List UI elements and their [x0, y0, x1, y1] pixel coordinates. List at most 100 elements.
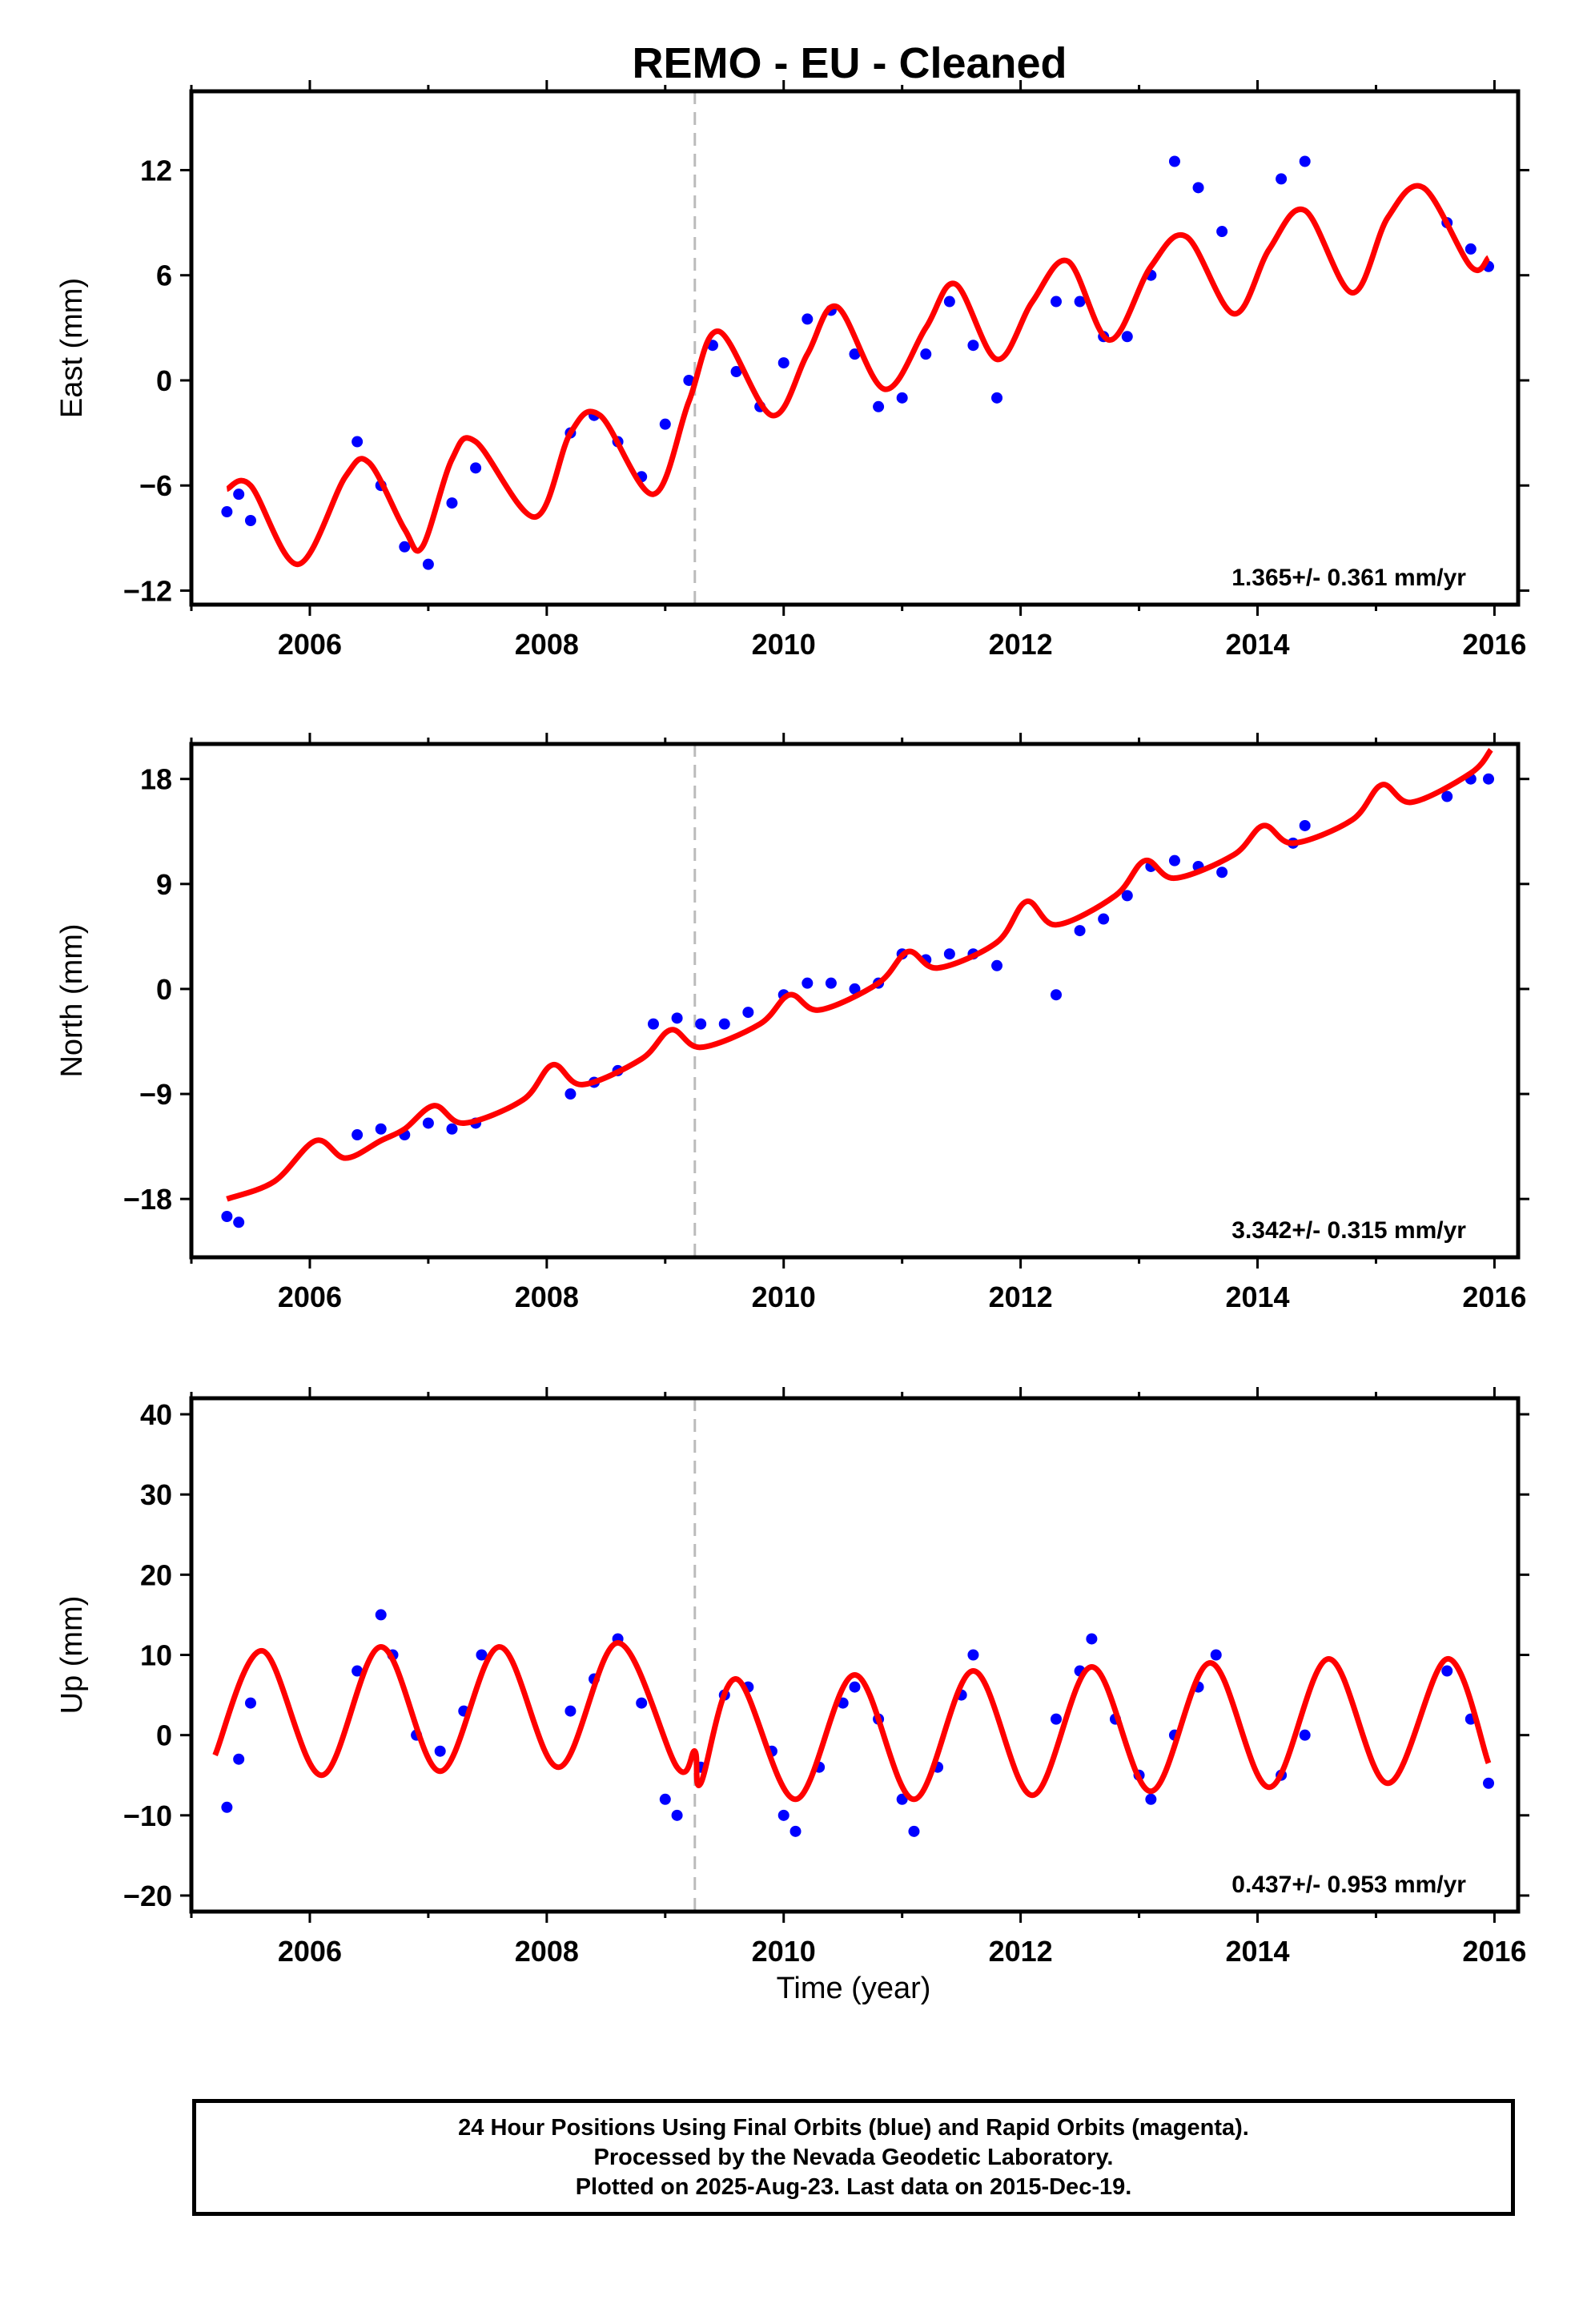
x-tick-label: 2016 — [1462, 1281, 1526, 1313]
rate-label: 3.342+/- 0.315 mm/yr — [1231, 1217, 1466, 1244]
data-point — [564, 1705, 577, 1717]
data-point — [375, 1123, 387, 1135]
data-point — [849, 348, 861, 360]
footer-line-2: Processed by the Nevada Geodetic Laborat… — [593, 2144, 1114, 2170]
data-point — [1051, 989, 1063, 1001]
y-axis-label: Up (mm) — [55, 1596, 89, 1715]
data-point — [221, 1211, 233, 1223]
data-point — [422, 558, 434, 570]
plot-frame — [189, 742, 1521, 1260]
x-tick-label: 2014 — [1225, 628, 1289, 661]
rate-label: 0.437+/- 0.953 mm/yr — [1231, 1872, 1466, 1898]
data-point — [375, 1609, 387, 1621]
data-point — [967, 1649, 979, 1661]
data-point — [789, 1825, 802, 1837]
data-point — [671, 1012, 683, 1024]
data-point — [1051, 1713, 1063, 1725]
x-tick-label: 2012 — [989, 1281, 1053, 1313]
data-point — [1074, 296, 1086, 308]
y-tick-label: −20 — [123, 1880, 172, 1912]
data-point — [399, 541, 411, 553]
data-point — [1121, 331, 1133, 343]
data-point — [1483, 1777, 1495, 1789]
x-tick-label: 2008 — [515, 1281, 579, 1313]
data-point — [671, 1809, 683, 1821]
panel-1: 2006 2008 2010 2012 2014 2016 −12 −6 0 6 12 East (m… — [55, 80, 1529, 661]
data-point — [943, 948, 955, 960]
plot-frame — [189, 89, 1521, 607]
data-point — [777, 357, 789, 369]
data-point — [647, 1018, 659, 1030]
data-point — [1299, 1729, 1311, 1741]
data-point — [352, 1129, 364, 1141]
data-point — [908, 1825, 920, 1837]
footer-line-1: 24 Hour Positions Using Final Orbits (bl… — [458, 2114, 1249, 2141]
data-point — [1299, 155, 1311, 167]
data-point — [730, 366, 742, 378]
data-point — [564, 1088, 577, 1100]
footer-box: 24 Hour Positions Using Final Orbits (bl… — [192, 2099, 1515, 2216]
model-curve — [212, 1639, 1492, 1803]
data-point — [1074, 925, 1086, 937]
data-point — [446, 1123, 458, 1135]
data-point — [896, 392, 908, 404]
data-point — [434, 1745, 446, 1757]
x-axis-label: Time (year) — [777, 1972, 931, 2005]
data-point — [1441, 1665, 1453, 1677]
data-point — [352, 436, 364, 448]
x-tick-label: 2008 — [515, 628, 579, 661]
data-point — [991, 392, 1003, 404]
x-tick-label: 2006 — [278, 1935, 342, 1968]
data-point — [802, 977, 814, 989]
data-point — [233, 489, 245, 501]
x-tick-label: 2010 — [752, 1281, 816, 1313]
x-tick-label: 2012 — [989, 628, 1053, 661]
y-tick-label: −18 — [123, 1183, 172, 1216]
data-point — [718, 1018, 730, 1030]
data-point — [943, 296, 955, 308]
y-tick-label: 0 — [156, 1719, 172, 1752]
footer-line-3: Plotted on 2025-Aug-23. Last data on 201… — [575, 2173, 1132, 2200]
y-tick-label: −10 — [123, 1799, 172, 1832]
data-point — [1276, 173, 1288, 185]
data-point — [1051, 296, 1063, 308]
data-point — [896, 1793, 908, 1805]
panel-2: 2006 2008 2010 2012 2014 2016 −18 −9 0 9 18 North (… — [55, 733, 1529, 1313]
x-tick-label: 2010 — [752, 628, 816, 661]
rate-label: 1.365+/- 0.361 mm/yr — [1231, 565, 1466, 591]
data-point — [1145, 1793, 1157, 1805]
data-point — [920, 348, 932, 360]
data-point — [1192, 182, 1204, 194]
data-point — [659, 418, 671, 430]
y-tick-label: −9 — [139, 1078, 172, 1111]
y-tick-label: 20 — [140, 1558, 172, 1591]
y-tick-label: 6 — [156, 259, 172, 292]
y-tick-label: 0 — [156, 364, 172, 397]
data-point — [849, 1681, 861, 1693]
data-point — [233, 1753, 245, 1765]
model-curve — [225, 183, 1491, 568]
x-tick-label: 2014 — [1225, 1281, 1289, 1313]
data-point — [352, 1665, 364, 1677]
data-point — [802, 313, 814, 325]
data-point — [244, 1697, 256, 1709]
y-tick-label: 40 — [140, 1398, 172, 1431]
y-axis-label: North (mm) — [55, 923, 89, 1077]
y-tick-label: 30 — [140, 1478, 172, 1511]
data-point — [1483, 773, 1495, 785]
x-tick-label: 2016 — [1462, 628, 1526, 661]
data-point — [1210, 1649, 1222, 1661]
data-point — [825, 977, 837, 989]
data-point — [1299, 819, 1311, 831]
panel-3: 2006 2008 2010 2012 2014 2016 −20 −10 0 10 20 30 40 U… — [55, 1387, 1529, 1968]
data-point — [221, 506, 233, 518]
y-tick-label: 10 — [140, 1639, 172, 1672]
data-point — [470, 462, 482, 474]
data-point — [1098, 913, 1110, 925]
data-point — [1216, 866, 1228, 879]
data-point — [695, 1018, 707, 1030]
x-tick-label: 2010 — [752, 1935, 816, 1968]
data-point — [873, 400, 885, 412]
y-axis-label: East (mm) — [55, 278, 89, 418]
